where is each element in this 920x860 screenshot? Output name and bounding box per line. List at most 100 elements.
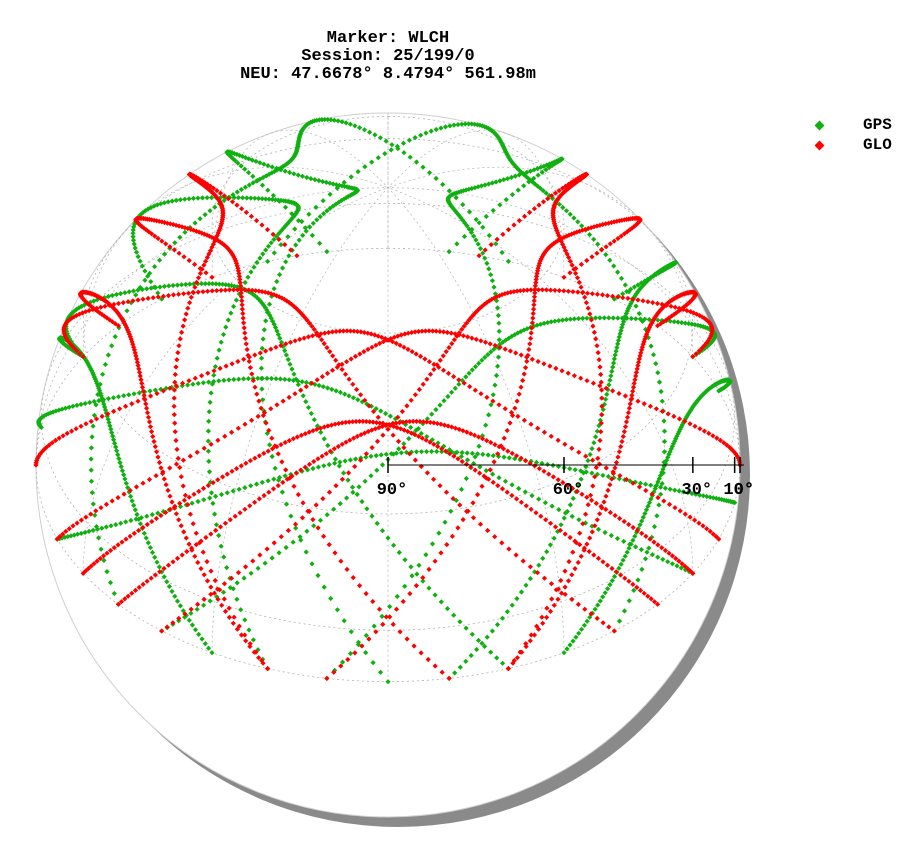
obs-point xyxy=(252,499,258,505)
obs-point xyxy=(554,227,560,234)
obs-point xyxy=(298,467,304,473)
obs-point xyxy=(232,256,238,262)
obs-point xyxy=(320,179,326,185)
obs-point xyxy=(541,468,547,474)
obs-point xyxy=(583,511,589,517)
obs-point xyxy=(584,290,591,296)
obs-point xyxy=(171,387,177,393)
obs-point xyxy=(119,468,125,474)
obs-point xyxy=(111,301,117,307)
obs-point xyxy=(174,555,181,561)
obs-point xyxy=(278,534,284,540)
obs-point xyxy=(437,328,443,335)
obs-point xyxy=(145,540,151,546)
obs-point xyxy=(655,554,661,560)
obs-point xyxy=(170,559,176,565)
obs-point xyxy=(176,615,182,621)
obs-point xyxy=(333,182,339,188)
obs-point xyxy=(576,517,582,523)
obs-point xyxy=(281,296,287,302)
obs-point xyxy=(303,549,309,555)
obs-point xyxy=(229,429,235,435)
obs-point xyxy=(179,552,185,558)
obs-point xyxy=(62,405,69,411)
obs-point xyxy=(316,333,322,339)
obs-point xyxy=(346,376,352,382)
obs-point xyxy=(195,559,201,566)
obs-point xyxy=(298,432,304,438)
obs-point xyxy=(90,501,96,507)
obs-point xyxy=(283,544,289,551)
obs-point xyxy=(341,470,347,476)
obs-point xyxy=(246,358,252,364)
obs-point xyxy=(183,281,189,287)
obs-point xyxy=(464,429,470,435)
obs-point xyxy=(182,229,188,235)
obs-point xyxy=(642,510,648,517)
obs-point xyxy=(331,446,337,452)
obs-point xyxy=(383,451,389,457)
obs-point xyxy=(136,366,142,372)
obs-point xyxy=(208,390,214,396)
obs-point xyxy=(130,288,137,294)
obs-point xyxy=(502,478,509,484)
obs-point xyxy=(513,552,519,558)
obs-point xyxy=(263,348,269,354)
obs-point xyxy=(655,601,661,607)
obs-point xyxy=(666,315,672,321)
obs-point xyxy=(448,203,454,209)
obs-point xyxy=(665,411,671,417)
obs-point xyxy=(570,289,576,295)
legend: GPS GLO xyxy=(808,115,892,155)
obs-point xyxy=(280,343,286,349)
obs-point xyxy=(403,419,409,425)
obs-point xyxy=(600,406,606,413)
obs-point xyxy=(585,502,591,508)
obs-point xyxy=(269,196,275,203)
obs-point xyxy=(461,380,467,386)
obs-point xyxy=(466,121,472,127)
obs-point xyxy=(232,513,238,519)
obs-point xyxy=(131,344,137,350)
obs-point xyxy=(218,339,224,345)
obs-point xyxy=(174,446,180,452)
obs-point xyxy=(190,195,197,201)
obs-point xyxy=(692,322,698,328)
obs-point xyxy=(282,162,288,168)
obs-point xyxy=(245,376,251,382)
obs-point xyxy=(190,521,196,527)
obs-point xyxy=(342,458,348,464)
obs-point xyxy=(516,218,522,224)
obs-point xyxy=(483,475,489,481)
obs-point xyxy=(429,411,435,417)
obs-point xyxy=(665,454,671,460)
obs-point xyxy=(326,542,332,548)
obs-point xyxy=(175,350,181,356)
obs-point xyxy=(545,320,551,326)
obs-point xyxy=(217,587,223,593)
obs-point xyxy=(180,323,186,329)
obs-point xyxy=(420,578,426,584)
obs-point xyxy=(643,533,649,539)
obs-point xyxy=(393,450,399,456)
obs-point xyxy=(489,628,495,634)
obs-point xyxy=(492,534,498,540)
obs-point xyxy=(376,425,382,431)
obs-point xyxy=(523,643,529,650)
obs-point xyxy=(144,286,150,292)
obs-point xyxy=(463,187,469,193)
obs-point xyxy=(420,381,426,387)
obs-point xyxy=(310,333,316,339)
track-glo-7 xyxy=(476,171,605,672)
obs-point xyxy=(511,162,517,168)
obs-point xyxy=(611,263,617,269)
obs-point xyxy=(91,398,97,405)
obs-point xyxy=(293,525,299,531)
obs-point xyxy=(213,527,219,533)
obs-point xyxy=(482,247,488,253)
obs-point xyxy=(630,384,637,390)
obs-point xyxy=(276,230,282,237)
obs-point xyxy=(613,348,619,354)
obs-point xyxy=(472,454,478,460)
obs-point xyxy=(300,393,306,399)
